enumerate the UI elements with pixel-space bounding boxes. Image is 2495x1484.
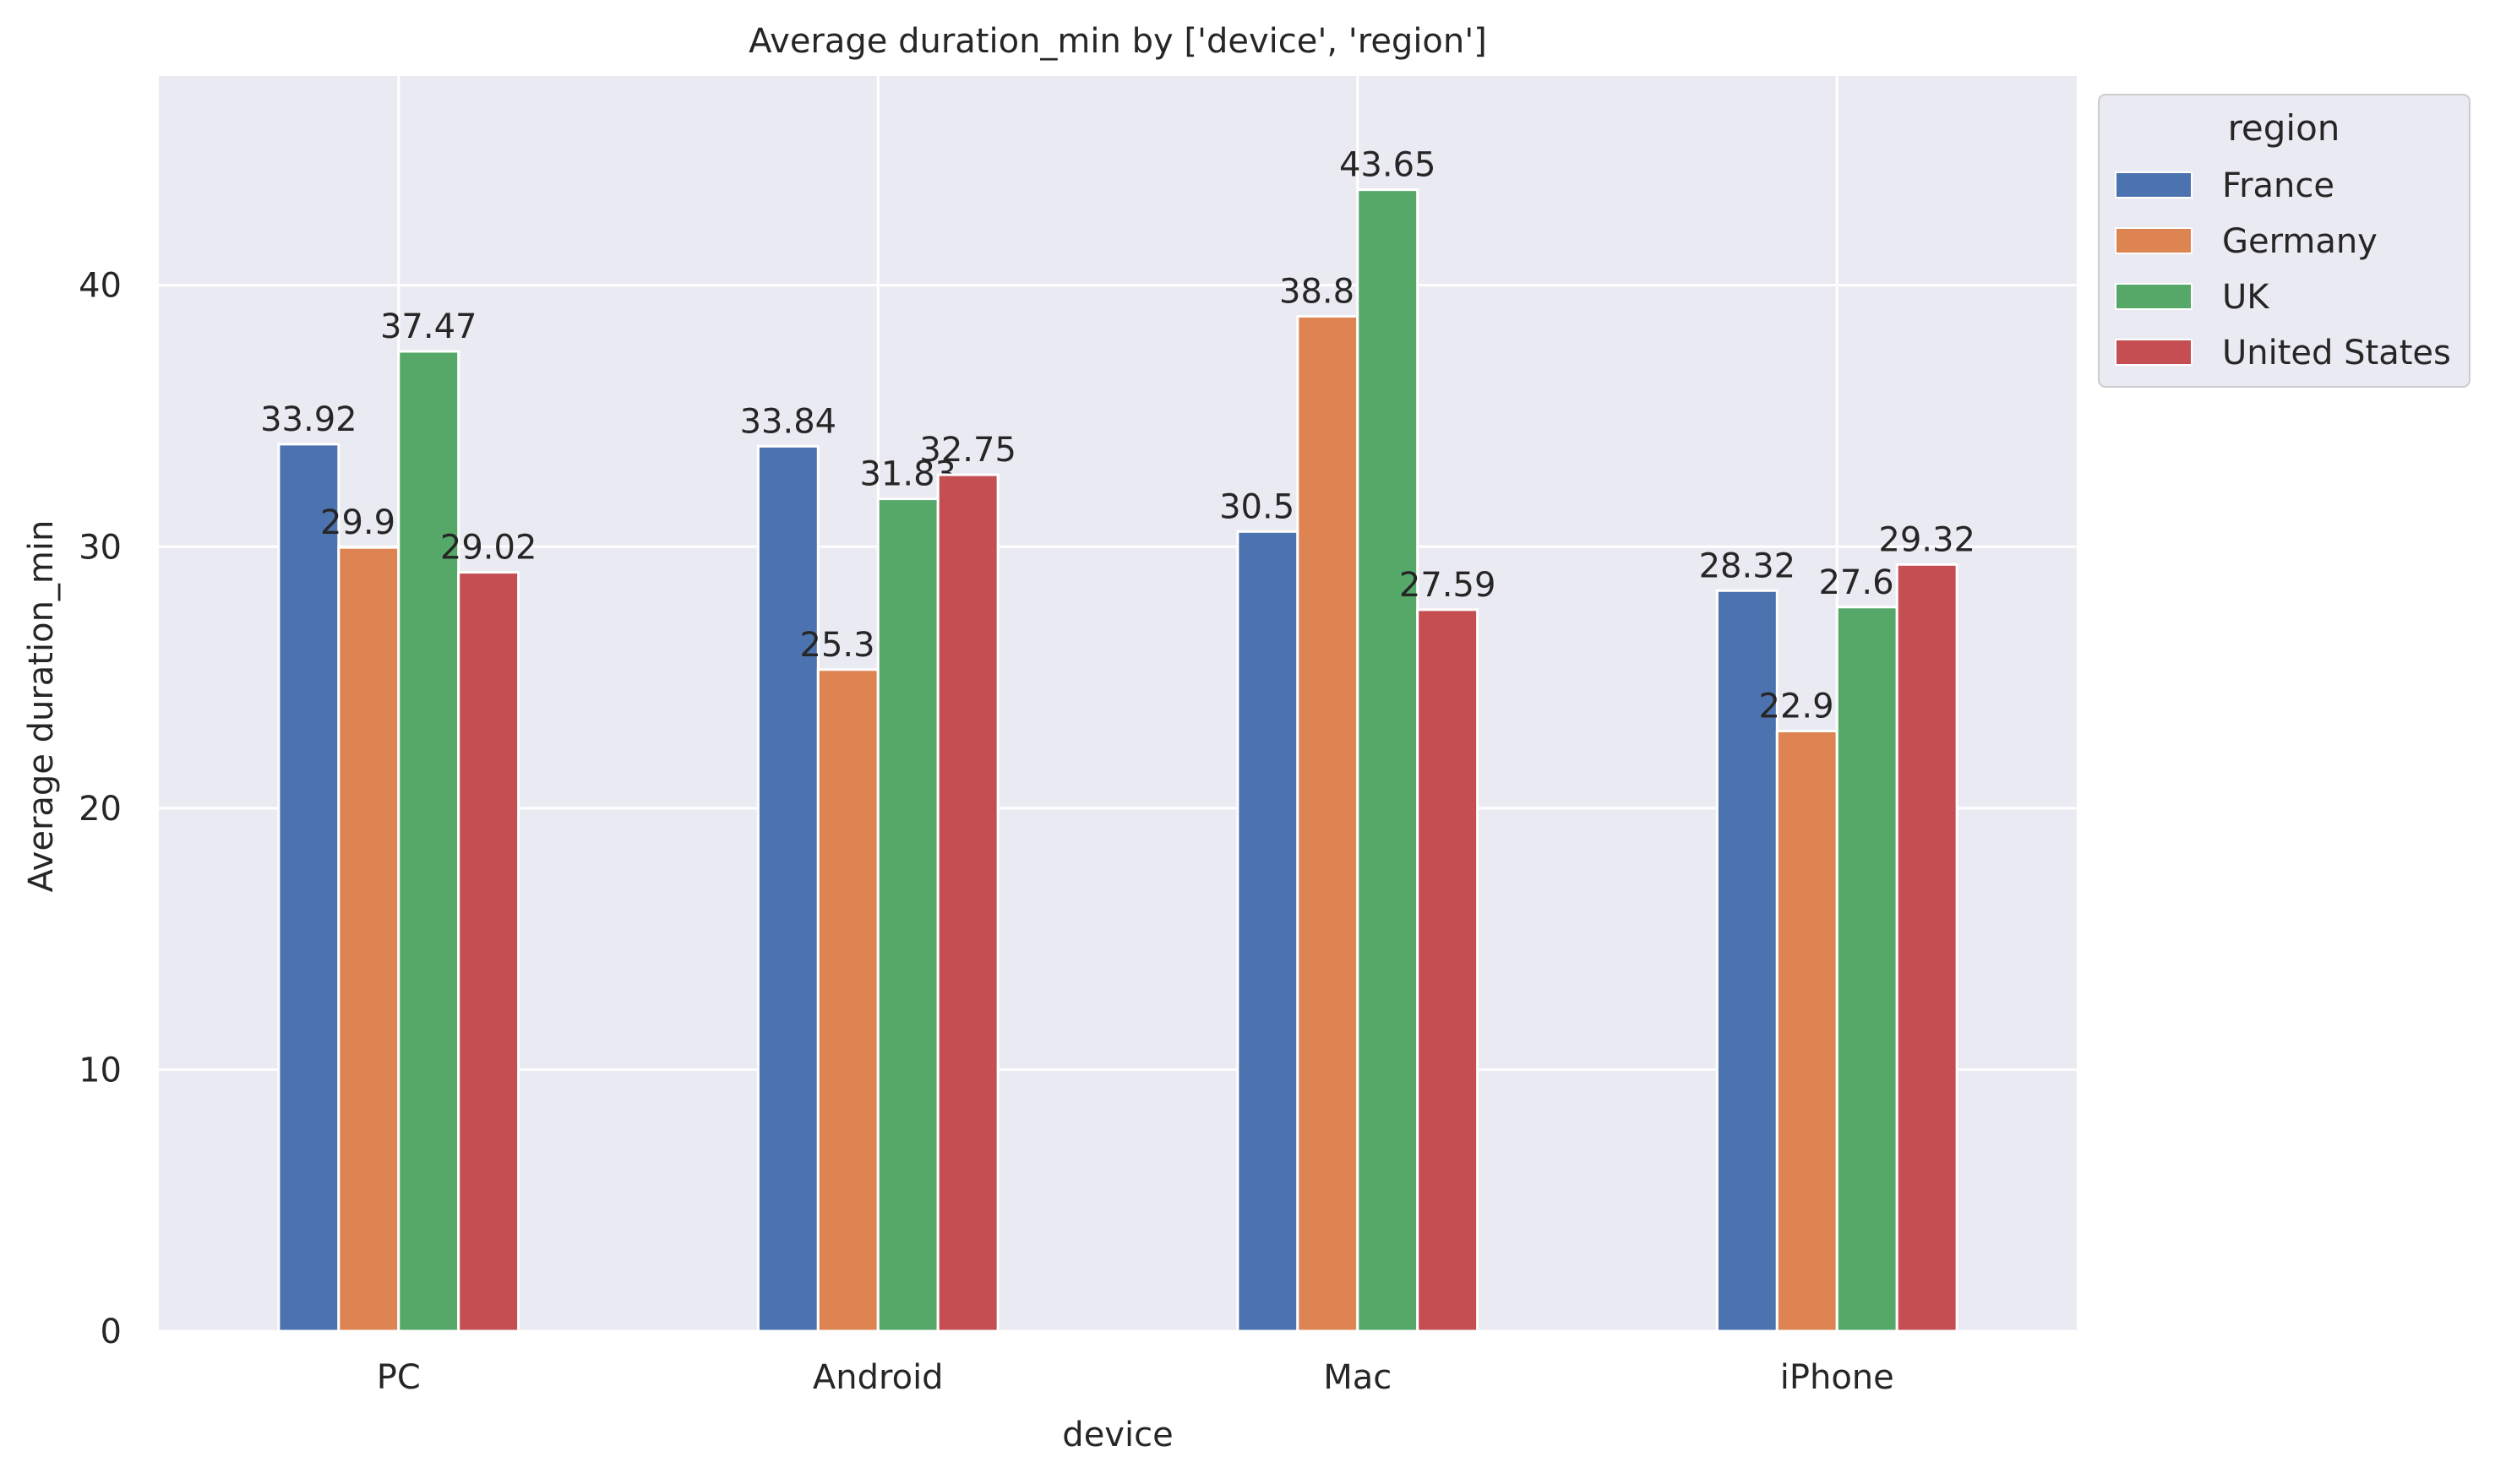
bar [277,443,340,1333]
bar [337,546,400,1333]
y-axis-label: Average duration_min [22,520,61,893]
bar [1835,606,1898,1333]
bar [1356,188,1419,1333]
y-tick-label: 30 [79,528,122,567]
x-tick-label: Mac [1323,1358,1392,1397]
legend-label: France [2222,166,2334,205]
legend-label: Germany [2222,222,2378,261]
data-label: 33.84 [740,402,837,441]
legend-swatch [2115,283,2193,310]
legend-swatch [2115,171,2193,198]
legend-swatch [2115,227,2193,254]
y-tick-label: 0 [101,1313,122,1351]
legend-title: region [2228,107,2340,149]
x-tick-label: Android [813,1358,944,1397]
bar [1895,563,1958,1333]
bar [876,497,940,1333]
x-tick-label: PC [377,1358,421,1397]
legend: region France Germany UK United States [2098,94,2470,388]
legend-label: UK [2222,278,2270,317]
data-label: 37.47 [380,307,477,346]
chart-title: Average duration_min by ['device', 'regi… [749,22,1487,61]
data-label: 29.02 [440,529,537,568]
data-label: 28.32 [1699,546,1796,585]
bar [1296,315,1359,1333]
legend-label: United States [2222,334,2451,372]
bar [457,571,520,1333]
y-tick-label: 20 [79,790,122,829]
bar [1775,730,1839,1333]
bar [1416,608,1479,1333]
legend-swatch [2115,339,2193,366]
bar [936,473,1000,1333]
data-label: 27.59 [1399,566,1496,605]
x-tick-label: iPhone [1780,1358,1894,1397]
data-label: 32.75 [919,431,1016,470]
bar [397,350,460,1333]
bar [1715,589,1779,1333]
bar [1236,530,1299,1333]
bar [756,444,820,1333]
y-tick-label: 10 [79,1051,122,1090]
x-axis-label: device [1062,1416,1173,1454]
data-label: 29.32 [1878,520,1975,559]
legend-frame [2098,94,2470,388]
y-tick-label: 40 [79,267,122,306]
data-label: 33.92 [260,400,357,439]
bar [816,668,880,1333]
data-label: 43.65 [1339,146,1436,185]
